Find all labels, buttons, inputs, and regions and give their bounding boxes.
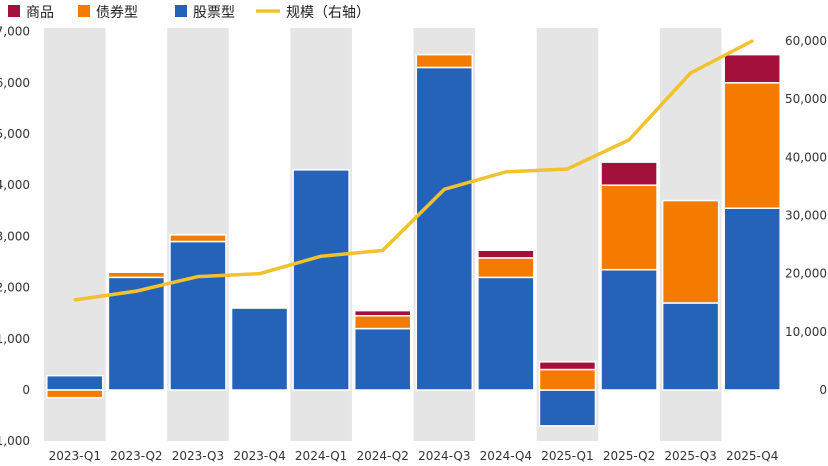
bar-equity-2025-Q1 [538,389,597,427]
y-axis-right: 0 10,000 20,000 30,000 40,000 50,000 60,000 [785,34,827,397]
x-tick-label: 2025-Q4 [726,449,778,463]
x-tick-label: 2023-Q4 [233,449,285,463]
bar-bond-2024-Q3 [415,53,474,69]
bar-equity-2025-Q4 [723,207,781,391]
legend-swatch-bond [78,5,90,17]
bar-equity-2023-Q2 [107,276,166,391]
line-point-2023-Q2 [134,289,138,293]
bar-bond-2023-Q3 [169,234,227,243]
line-point-2023-Q3 [196,275,200,279]
y-right-tick-label: 30,000 [785,209,827,223]
line-layer [73,39,754,302]
bar-bond-2025-Q2 [600,184,658,271]
legend-label-bond: 债券型 [96,5,138,21]
legend-label-equity: 股票型 [193,5,235,21]
y-axis-left: -1,000 0 1,000 2,000 3,000 4,000 5,000 6,000 7,0… [0,25,30,449]
line-point-2025-Q4 [750,39,754,43]
y-left-tick-label: -1,000 [0,434,30,448]
bar-bond-2023-Q1 [46,389,104,399]
x-tick-label: 2024-Q3 [418,449,470,463]
x-tick-label: 2023-Q1 [49,449,101,463]
line-point-2025-Q3 [689,71,693,75]
y-left-tick-label: 5,000 [0,127,30,141]
bar-equity-2024-Q1 [292,169,350,391]
y-left-tick-label: 1,000 [0,332,30,346]
y-left-tick-label: 0 [22,383,30,397]
bar-commodity-2024-Q4 [477,249,535,259]
bar-bond-2025-Q3 [661,199,720,304]
legend-swatch-commodity [8,5,20,17]
line-point-2023-Q1 [73,298,77,302]
bar-commodity-2025-Q2 [600,161,658,186]
y-right-tick-label: 60,000 [785,34,827,48]
y-right-tick-label: 50,000 [785,92,827,106]
line-point-2024-Q2 [381,248,385,252]
x-tick-label: 2023-Q3 [172,449,224,463]
line-point-2024-Q3 [442,187,446,191]
bar-equity-2024-Q3 [415,66,474,391]
y-left-tick-label: 7,000 [0,25,30,39]
bar-equity-2023-Q4 [230,307,289,391]
x-tick-label: 2025-Q1 [541,449,593,463]
bar-bond-2025-Q4 [723,82,781,209]
legend-swatch-equity [175,5,187,17]
bar-bond-2024-Q4 [477,257,535,279]
line-point-2023-Q4 [258,272,262,276]
y-right-tick-label: 20,000 [785,267,827,281]
x-tick-label: 2024-Q1 [295,449,347,463]
bar-equity-2024-Q2 [353,327,412,391]
bar-bond-2025-Q1 [538,368,597,391]
bar-bond-2023-Q2 [107,271,166,279]
bar-equity-2025-Q3 [661,302,720,391]
bar-commodity-2025-Q4 [723,53,781,84]
bar-equity-2024-Q4 [477,276,535,391]
x-tick-label: 2024-Q4 [480,449,532,463]
y-left-tick-label: 3,000 [0,229,30,243]
line-point-2024-Q1 [319,254,323,258]
y-left-tick-label: 2,000 [0,281,30,295]
background-band [44,28,106,441]
line-point-2025-Q1 [565,167,569,171]
legend-label-commodity: 商品 [26,5,54,21]
line-point-2025-Q2 [627,138,631,142]
x-tick-label: 2025-Q3 [664,449,716,463]
bar-equity-2023-Q1 [46,374,104,391]
legend: 商品 债券型 股票型 规模（右轴） [8,5,370,21]
x-tick-label: 2025-Q2 [603,449,655,463]
x-tick-label: 2024-Q2 [357,449,409,463]
y-right-tick-label: 10,000 [785,325,827,339]
line-scale [74,39,754,302]
x-tick-label: 2023-Q2 [110,449,162,463]
line-point-2024-Q4 [504,170,508,174]
bar-layer [46,53,781,427]
bar-commodity-2024-Q2 [353,309,412,317]
y-left-tick-label: 4,000 [0,178,30,192]
bar-equity-2025-Q2 [600,268,658,391]
legend-label-scale: 规模（右轴） [286,5,370,21]
y-right-tick-label: 40,000 [785,150,827,164]
bar-equity-2023-Q3 [169,240,227,391]
bar-commodity-2025-Q1 [538,361,597,371]
bar-bond-2024-Q2 [353,315,412,330]
y-right-tick-label: 0 [819,383,827,397]
y-left-tick-label: 6,000 [0,76,30,90]
x-axis: 2023-Q1 2023-Q2 2023-Q3 2023-Q4 2024-Q1 2024-… [49,449,779,463]
